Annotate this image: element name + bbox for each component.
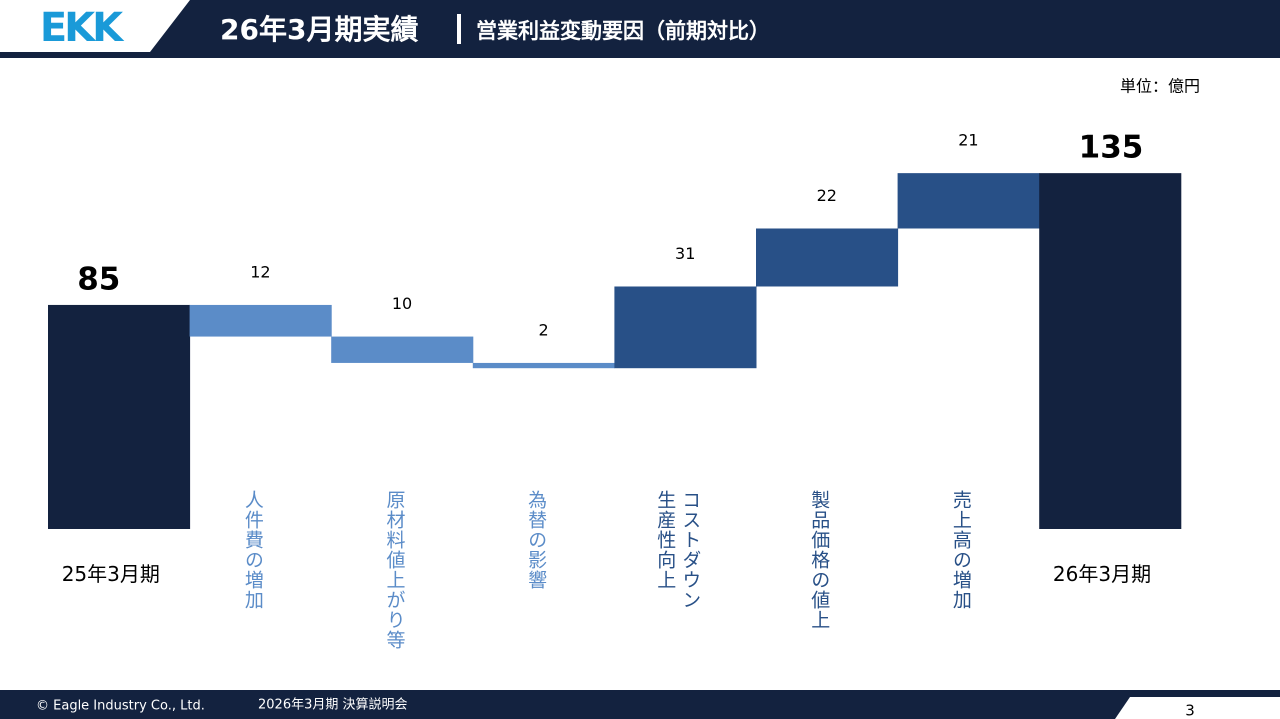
value-label: 22 xyxy=(817,186,837,205)
bar xyxy=(48,304,191,529)
category-label: 為替の影響 xyxy=(525,490,548,590)
event: 2026年3月期 決算説明会 xyxy=(258,697,408,713)
category-label: 製品価格の値上 xyxy=(808,490,831,630)
value-label: 85 xyxy=(77,261,120,297)
logo: EKK xyxy=(40,5,125,51)
category-label: 人件費の増加 xyxy=(241,490,264,610)
bar xyxy=(331,336,474,363)
bar xyxy=(1039,173,1182,529)
bar xyxy=(756,228,899,287)
value-label: 10 xyxy=(392,294,412,313)
page-number: 3 xyxy=(1185,702,1195,719)
bar xyxy=(189,304,332,337)
bar xyxy=(897,173,1040,229)
category-label: コストダウン 生産性向上 xyxy=(654,490,702,610)
bar xyxy=(472,362,615,369)
value-label: 21 xyxy=(958,131,978,150)
category-label: 26年3月期 xyxy=(1052,562,1152,586)
logo-area xyxy=(0,0,190,52)
value-label: 2 xyxy=(539,320,549,339)
bar xyxy=(614,286,757,369)
value-label: 135 xyxy=(1079,130,1144,166)
copyright: © Eagle Industry Co., Ltd. xyxy=(36,699,205,714)
category-label: 売上高の増加 xyxy=(949,490,972,610)
subtitle: 営業利益変動要因（前期対比） xyxy=(476,19,770,43)
title-separator xyxy=(457,14,461,44)
unit-label: 単位：億円 xyxy=(1120,77,1200,96)
title: 26年3月期実績 xyxy=(220,13,418,46)
page-area xyxy=(1115,697,1280,719)
header-bar xyxy=(0,0,1280,58)
category-label: 原材料値上がり等 xyxy=(383,490,406,650)
category-label: 25年3月期 xyxy=(61,562,160,586)
footer-bar xyxy=(0,690,1280,719)
value-label: 31 xyxy=(675,244,695,263)
value-label: 12 xyxy=(250,262,270,281)
